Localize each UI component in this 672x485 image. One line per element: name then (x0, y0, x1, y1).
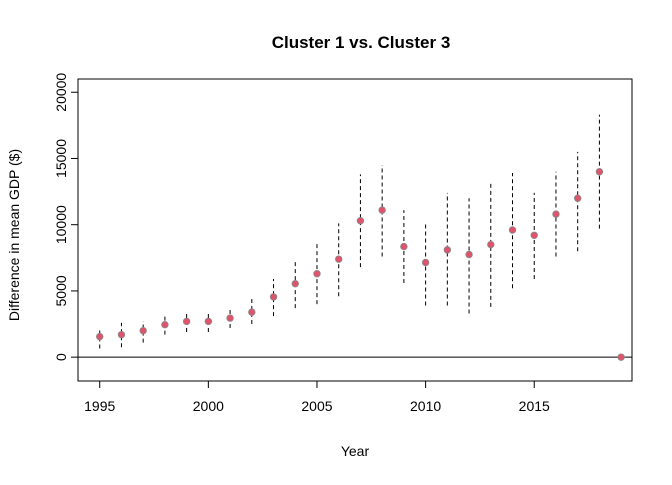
x-tick-label: 2015 (519, 398, 550, 414)
chart-title: Cluster 1 vs. Cluster 3 (272, 33, 451, 52)
x-axis-label: Year (341, 443, 370, 459)
data-point (248, 308, 256, 316)
x-tick-label: 1995 (84, 398, 115, 414)
data-point (617, 353, 625, 361)
data-point (508, 226, 517, 234)
data-point (573, 194, 582, 202)
data-point (530, 231, 538, 239)
data-point (313, 270, 321, 278)
data-point (96, 332, 104, 341)
data-point (335, 255, 343, 263)
x-tick-label: 2000 (193, 398, 224, 414)
data-point (269, 293, 278, 301)
y-tick-label: 20000 (53, 73, 69, 112)
data-point (204, 317, 213, 326)
y-tick-label: 10000 (53, 205, 69, 244)
data-point (161, 321, 169, 329)
data-point (226, 314, 234, 322)
data-point (443, 246, 452, 254)
data-point (291, 279, 299, 288)
data-point (182, 317, 191, 326)
data-point (356, 217, 365, 225)
y-tick-label: 5000 (53, 275, 69, 306)
data-point (595, 168, 604, 176)
y-tick-label: 0 (53, 353, 69, 361)
x-tick-label: 2005 (301, 398, 332, 414)
data-point (421, 258, 430, 267)
data-point (552, 210, 560, 218)
data-point (139, 326, 147, 335)
plot-area: 1995 2000 2005 2010 2015 0 5000 10000 15000 20000 (53, 73, 633, 414)
data-point (378, 206, 386, 214)
x-tick-label: 2010 (410, 398, 441, 414)
y-tick-label: 15000 (53, 139, 69, 178)
data-point (400, 242, 408, 251)
data-point (465, 250, 473, 259)
plot-frame (77, 78, 633, 382)
data-point (117, 330, 126, 339)
y-axis-label: Difference in mean GDP ($) (6, 149, 22, 321)
data-point (487, 240, 495, 249)
